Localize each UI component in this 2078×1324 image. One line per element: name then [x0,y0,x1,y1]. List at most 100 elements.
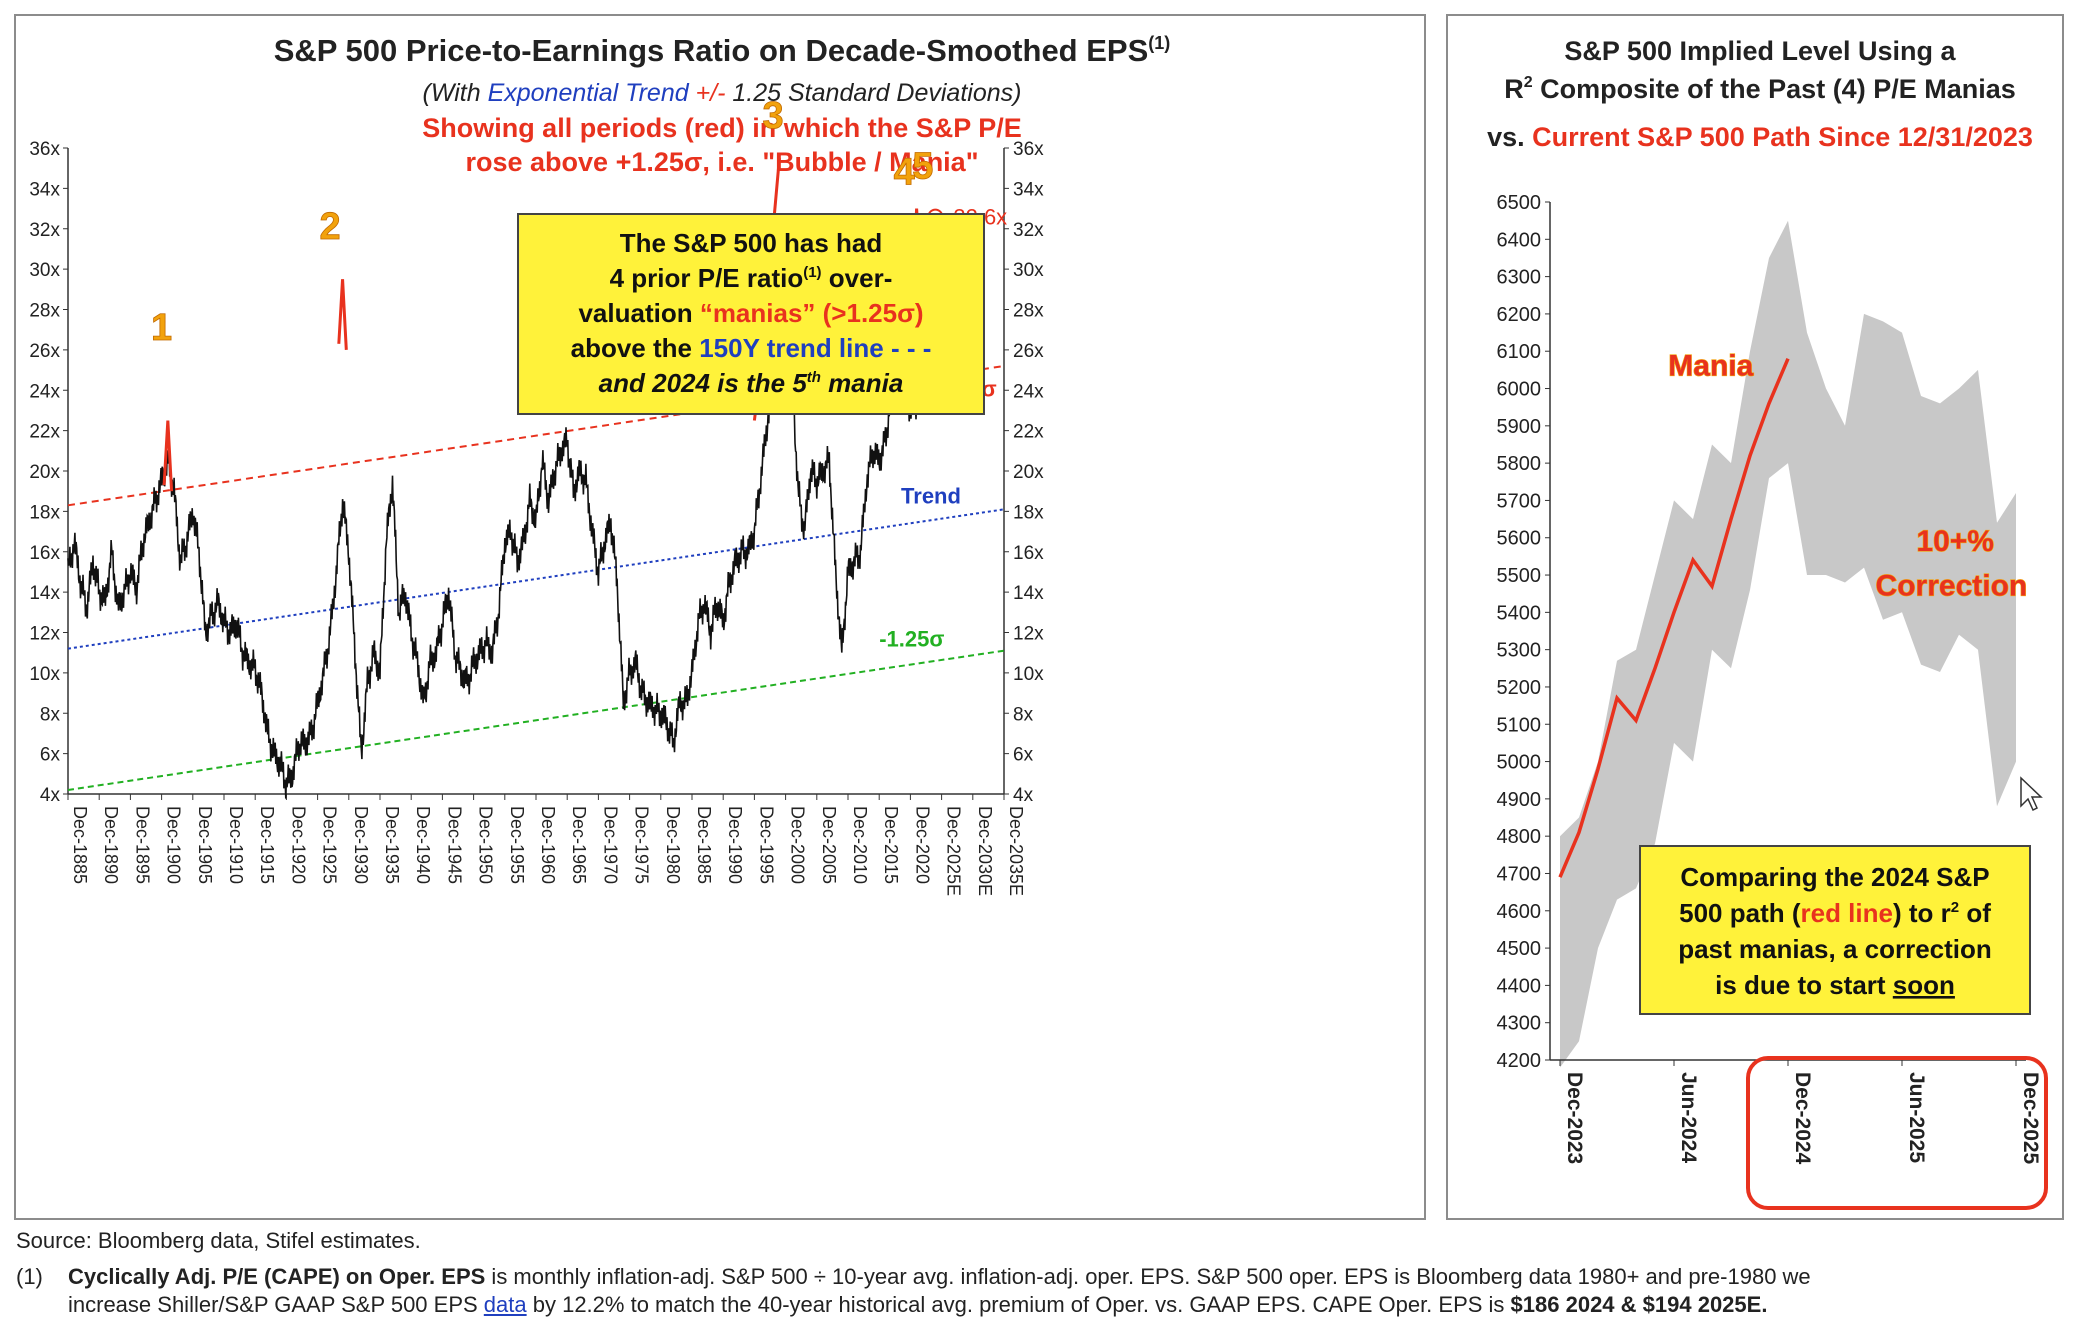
right-y-tick-label: 5800 [1497,453,1542,475]
mania-number-3: 3 [763,95,784,137]
info-box-line-5: and 2024 is the 5th mania [599,368,904,398]
current-sp500-path-line [1558,358,1790,878]
right-y-tick-label: 6100 [1497,341,1542,363]
left-plot-area: 4x 4x 6x 6x 8x 8x 10x 10x 12x 12x 14x 14x 16x 16x 18x 1… [29,94,1044,896]
x-tick-label: Dec-1915 [257,806,277,884]
left-chart-title: S&P 500 Price-to-Earnings Ratio on Decad… [274,33,1171,68]
right-y-tick-label: 4800 [1497,826,1542,848]
y-tick-label-right: 14x [1013,583,1044,604]
y-tick-label: 16x [29,543,60,564]
y-tick-label-right: 24x [1013,381,1044,402]
x-tick-label: Dec-1930 [351,806,371,884]
y-tick-label-right: 8x [1013,704,1034,725]
y-tick-label-right: 32x [1013,220,1044,241]
mouse-cursor-icon [2020,776,2043,812]
correction-box-line-4: is due to start soon [1715,970,1955,1000]
footnote-line-2: increase Shiller/S&P GAAP S&P 500 EPS da… [68,1292,1768,1317]
y-tick-label: 20x [29,462,60,483]
x-tick-label: Dec-1895 [132,806,152,884]
correction-info-box: Comparing the 2024 S&P 500 path (red lin… [1639,845,2031,1015]
x-tick-label: Dec-1905 [195,806,215,884]
right-y-tick-label: 5400 [1497,602,1542,624]
y-tick-label-right: 20x [1013,462,1044,483]
mania-number-2: 2 [320,206,341,248]
mania-number-1: 1 [151,307,172,349]
x-tick-label: Dec-1990 [725,806,745,884]
footnote-line-1: (1) Cyclically Adj. P/E (CAPE) on Oper. E… [16,1264,1811,1289]
x-tick-label: Dec-1960 [538,806,558,884]
right-y-tick-label: 5100 [1497,714,1542,736]
x-tick-label: Dec-1985 [694,806,714,884]
pe-ratio-chart: S&P 500 Price-to-Earnings Ratio on Decad… [29,33,1171,896]
x-tick-label: Dec-1890 [101,806,121,884]
x-tick-label: Dec-1940 [413,806,433,884]
y-tick-label: 24x [29,381,60,402]
left-chart-panel: S&P 500 Price-to-Earnings Ratio on Decad… [14,14,1426,1220]
y-tick-label: 34x [29,179,60,200]
x-tick-label: Dec-2000 [788,806,808,884]
x-tick-label: Dec-2010 [850,806,870,884]
correction-label-percent: 10+% [1916,525,1994,558]
x-tick-label: Dec-1975 [632,806,652,884]
right-y-tick-label: 5300 [1497,640,1542,662]
trend-label: Trend [901,483,961,508]
right-y-tick-label: 5000 [1497,752,1542,774]
y-tick-label-right: 22x [1013,422,1044,443]
lower-band-label: -1.25σ [879,627,944,652]
x-tick-label: Dec-1925 [320,806,340,884]
info-box-line-3: valuation “manias” (>1.25σ) [578,298,923,328]
correction-label-word: Correction [1876,570,2028,603]
y-tick-label: 4x [40,785,61,806]
y-tick-label: 22x [29,422,60,443]
right-x-tick-label: Dec-2025 [2019,1072,2042,1165]
correction-box-line-3: past manias, a correction [1678,934,1992,964]
x-tick-label: Dec-2025E [944,806,964,896]
right-y-tick-label: 4700 [1497,863,1542,885]
correction-box-line-2: 500 path (red line) to r2 of [1679,898,1991,928]
x-tick-label: Dec-2035E [1006,806,1026,896]
implied-level-chart: S&P 500 Implied Level Using a R2 Composi… [1487,36,2048,1210]
x-tick-label: Dec-1950 [476,806,496,884]
y-tick-label-right: 4x [1013,785,1034,806]
y-tick-label-right: 34x [1013,179,1044,200]
y-tick-label: 36x [29,139,60,160]
right-y-tick-label: 4200 [1497,1050,1542,1072]
right-x-tick-label: Dec-2023 [1563,1072,1586,1164]
right-y-tick-label: 6500 [1497,192,1542,214]
data-link[interactable]: data [483,1292,527,1317]
x-tick-label: Dec-2030E [975,806,995,896]
x-tick-label: Dec-1980 [663,806,683,884]
right-y-tick-label: 5900 [1497,416,1542,438]
y-tick-label-right: 10x [1013,664,1044,685]
y-tick-label-right: 16x [1013,543,1044,564]
right-y-tick-label: 6400 [1497,229,1542,251]
right-y-tick-label: 4300 [1497,1013,1542,1035]
y-tick-label-right: 36x [1013,139,1044,160]
forecast-period-highlight [1746,1056,2048,1210]
correction-box-line-1: Comparing the 2024 S&P [1680,862,1989,892]
right-y-tick-label: 4600 [1497,901,1542,923]
x-tick-label: Dec-1885 [70,806,90,884]
y-tick-label-right: 26x [1013,341,1044,362]
y-tick-label: 28x [29,301,60,322]
y-tick-label: 32x [29,220,60,241]
x-tick-label: Dec-2020 [912,806,932,884]
y-tick-label: 6x [40,745,61,766]
right-chart-title-3: vs. Current S&P 500 Path Since 12/31/202… [1487,122,2033,152]
mania-info-box: The S&P 500 has had 4 prior P/E ratio(1)… [517,213,985,415]
right-y-tick-label: 5600 [1497,528,1542,550]
right-x-tick-label: Jun-2025 [1905,1072,1928,1163]
right-chart-title-1: S&P 500 Implied Level Using a [1564,36,1956,66]
info-box-line-2: 4 prior P/E ratio(1) over- [610,263,893,293]
x-tick-label: Dec-2015 [881,806,901,884]
x-tick-label: Dec-1900 [164,806,184,884]
right-y-tick-label: 6200 [1497,304,1542,326]
y-tick-label-right: 12x [1013,624,1044,645]
right-y-tick-label: 4500 [1497,938,1542,960]
left-chart-red-note-1: Showing all periods (red) in which the S… [422,113,1022,143]
left-chart-red-note-2: rose above +1.25σ, i.e. "Bubble / Mania" [466,147,979,177]
info-box-line-4: above the 150Y trend line - - - [571,333,932,363]
y-tick-label: 8x [40,704,61,725]
x-tick-label: Dec-1970 [600,806,620,884]
x-tick-label: Dec-1935 [382,806,402,884]
